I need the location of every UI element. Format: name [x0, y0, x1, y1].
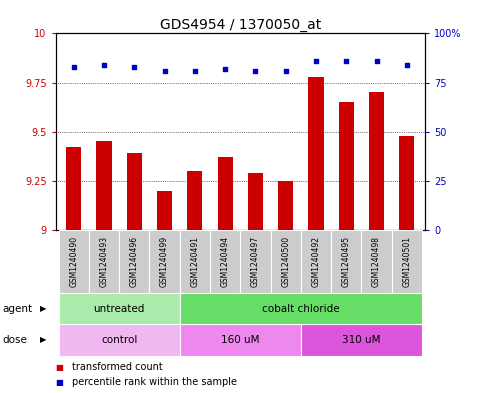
Bar — [180, 230, 210, 293]
Bar — [369, 92, 384, 230]
Text: GSM1240500: GSM1240500 — [281, 236, 290, 287]
Point — [191, 68, 199, 74]
Bar — [66, 147, 81, 230]
Text: GSM1240497: GSM1240497 — [251, 236, 260, 287]
Point — [252, 68, 259, 74]
Text: GSM1240495: GSM1240495 — [342, 236, 351, 287]
Text: GSM1240490: GSM1240490 — [69, 236, 78, 287]
Text: GSM1240493: GSM1240493 — [99, 236, 109, 287]
Text: ■: ■ — [56, 378, 63, 387]
Bar — [217, 157, 233, 230]
Bar — [97, 141, 112, 230]
Bar — [187, 171, 202, 230]
Text: ▶: ▶ — [40, 336, 46, 344]
Bar — [331, 230, 361, 293]
Bar — [210, 230, 241, 293]
Text: cobalt chloride: cobalt chloride — [262, 303, 340, 314]
Bar — [58, 293, 180, 324]
Point — [161, 68, 169, 74]
Bar — [58, 324, 180, 356]
Bar — [157, 191, 172, 230]
Bar — [241, 230, 270, 293]
Text: GSM1240499: GSM1240499 — [160, 236, 169, 287]
Text: GSM1240501: GSM1240501 — [402, 236, 412, 287]
Bar — [180, 324, 301, 356]
Point — [221, 66, 229, 72]
Text: untreated: untreated — [93, 303, 145, 314]
Title: GDS4954 / 1370050_at: GDS4954 / 1370050_at — [160, 18, 321, 32]
Text: percentile rank within the sample: percentile rank within the sample — [72, 377, 238, 387]
Bar — [127, 153, 142, 230]
Text: GSM1240492: GSM1240492 — [312, 236, 321, 287]
Text: 310 uM: 310 uM — [342, 335, 381, 345]
Point — [70, 64, 78, 70]
Text: GSM1240491: GSM1240491 — [190, 236, 199, 287]
Text: GSM1240496: GSM1240496 — [130, 236, 139, 287]
Point — [373, 58, 381, 64]
Bar — [301, 324, 422, 356]
Bar — [309, 77, 324, 230]
Bar — [399, 136, 414, 230]
Bar — [339, 102, 354, 230]
Text: 160 uM: 160 uM — [221, 335, 259, 345]
Bar — [149, 230, 180, 293]
Text: ■: ■ — [56, 363, 63, 372]
Text: dose: dose — [2, 335, 28, 345]
Text: ▶: ▶ — [40, 304, 46, 313]
Point — [130, 64, 138, 70]
Bar — [361, 230, 392, 293]
Text: transformed count: transformed count — [72, 362, 163, 373]
Point — [100, 62, 108, 68]
Text: GSM1240494: GSM1240494 — [221, 236, 229, 287]
Point — [282, 68, 290, 74]
Bar — [119, 230, 149, 293]
Bar — [301, 230, 331, 293]
Point — [342, 58, 350, 64]
Bar — [180, 293, 422, 324]
Bar — [392, 230, 422, 293]
Point — [312, 58, 320, 64]
Bar — [58, 230, 89, 293]
Point — [403, 62, 411, 68]
Bar — [89, 230, 119, 293]
Text: control: control — [101, 335, 137, 345]
Text: agent: agent — [2, 303, 32, 314]
Text: GSM1240498: GSM1240498 — [372, 236, 381, 287]
Bar — [278, 181, 293, 230]
Bar — [248, 173, 263, 230]
Bar — [270, 230, 301, 293]
